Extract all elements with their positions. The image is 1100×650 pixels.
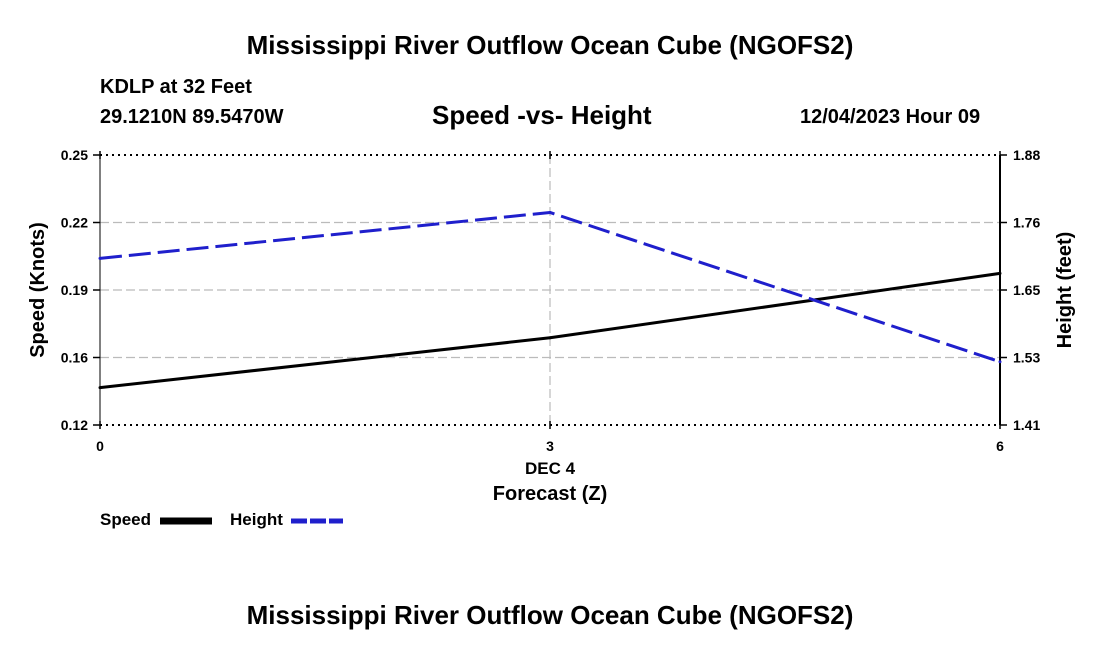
tick-layer: 0.12 0.16 0.19 0.22 0.25 1.41 1.53 1.65 1.76 1.88…	[61, 147, 1041, 454]
height-data-point	[548, 210, 552, 214]
grid-layer	[100, 155, 1000, 425]
legend-height-label: Height	[230, 510, 283, 529]
y-right-tick-label: 1.53	[1013, 350, 1040, 366]
y-right-tick-label: 1.88	[1013, 147, 1040, 163]
height-data-point	[998, 360, 1002, 364]
y-left-tick-label: 0.16	[61, 350, 88, 366]
y-left-tick-label: 0.22	[61, 215, 88, 231]
x-axis-label: Forecast (Z)	[493, 483, 607, 505]
y-right-tick-label: 1.76	[1013, 215, 1040, 231]
speed-height-chart: 0.12 0.16 0.19 0.22 0.25 1.41 1.53 1.65 1.76 1.88…	[27, 147, 1076, 505]
x-tick-label: 6	[996, 438, 1004, 454]
station-coordinates: 29.1210N 89.5470W	[100, 106, 284, 128]
legend-height-swatch	[291, 518, 343, 524]
speed-data-point	[98, 386, 102, 390]
y-right-tick-label: 1.41	[1013, 417, 1040, 433]
height-data-point	[98, 256, 102, 260]
x-tick-label: 0	[96, 438, 104, 454]
y-left-tick-label: 0.12	[61, 417, 88, 433]
y-axis-left-label: Speed (Knots)	[27, 222, 49, 358]
y-right-tick-label: 1.65	[1013, 282, 1040, 298]
forecast-datetime: 12/04/2023 Hour 09	[800, 106, 981, 128]
legend-speed-label: Speed	[100, 510, 152, 529]
footer-title: Mississippi River Outflow Ocean Cube (NG…	[246, 600, 854, 630]
station-label: KDLP at 32 Feet	[100, 76, 252, 98]
x-tick-label: 3	[546, 438, 554, 454]
speed-data-point	[998, 271, 1002, 275]
speed-data-point	[548, 336, 552, 340]
y-axis-right-label: Height (feet)	[1054, 232, 1076, 349]
legend-speed-swatch	[160, 517, 212, 525]
x-axis-date-label: DEC 4	[525, 459, 576, 478]
y-left-tick-label: 0.19	[61, 282, 88, 298]
series-layer	[98, 210, 1002, 390]
chart-main-title: Mississippi River Outflow Ocean Cube (NG…	[246, 30, 854, 60]
chart-subtitle: Speed -vs- Height	[432, 100, 652, 130]
y-left-tick-label: 0.25	[61, 147, 88, 163]
